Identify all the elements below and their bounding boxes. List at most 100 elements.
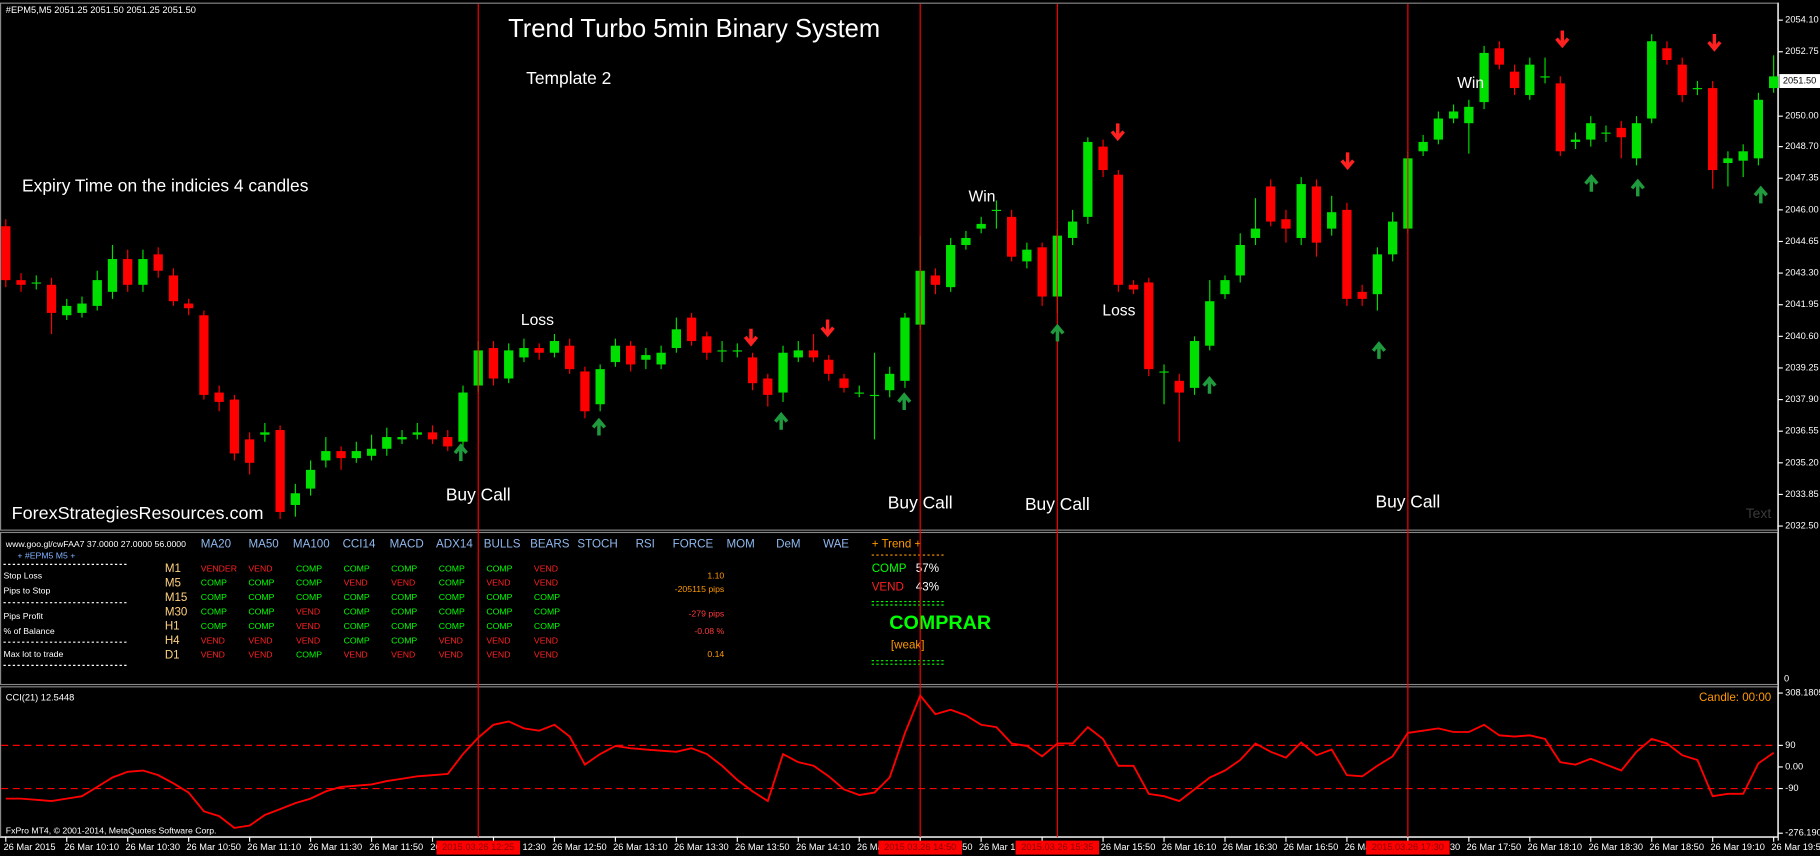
candle-body [382,437,392,449]
buy-arrow [1584,173,1599,192]
signal: COMP [486,563,512,573]
candle-body [1113,174,1123,285]
current-price-box [1779,74,1820,89]
panel-scale: 0 [1784,674,1789,684]
signal: VEND [344,650,368,660]
candle-body [321,451,331,461]
candle-body [1448,111,1459,119]
candle-body [214,392,224,402]
side-value: -279 pips [689,609,725,619]
x-tick-label: 26 Mar 12:50 [552,842,607,852]
side-value: -205115 pips [675,584,725,594]
candle-body [31,282,41,284]
candle-body [305,469,316,489]
candle-body [1616,127,1626,138]
candle-body [77,303,87,313]
signal: COMP [391,592,417,602]
candle-body [854,392,864,394]
y-tick-label: 2052.75 [1785,46,1819,56]
y-tick-label: 2039.25 [1785,362,1819,372]
signal: VEND [534,578,558,588]
signal: COMP [344,635,370,645]
y-tick-label: -276.1905 [1785,828,1820,838]
y-tick-label: 2033.85 [1785,489,1819,499]
y-tick-label: 2048.70 [1785,141,1819,151]
candle-body [1555,83,1565,152]
candle-body [488,348,499,379]
signal: COMP [534,607,560,617]
candle-body [1647,41,1657,119]
trend-label: VEND [872,581,904,594]
candle-body [1570,139,1581,142]
column-header: FORCE [673,538,714,551]
candle-body [1586,123,1596,140]
buy-arrow [1630,178,1645,197]
candle-body [1083,141,1093,217]
candle-body [793,350,803,358]
x-tick-label: 26 Mar 13:50 [735,842,790,852]
y-tick-label: 2032.50 [1785,521,1819,531]
candle-body [1464,106,1474,124]
candle-body [641,355,651,360]
candle-body [153,254,163,271]
y-tick-label: 2041.95 [1785,299,1819,309]
x-tick-label: 26 Mar 11:30 [308,842,362,852]
candle-body [504,350,514,379]
candle-body [366,448,377,456]
candle-body [1281,219,1291,229]
x-tick-label: 26 Mar 2015 [3,842,55,852]
candle-body [930,275,941,285]
candle-body [290,493,300,505]
candle-body [1631,123,1642,159]
marker-annotation: Buy Call [446,484,511,504]
timeframe: M1 [165,562,181,575]
candle-body [1067,221,1078,238]
x-tick-label: 26 Mar 10:50 [186,842,241,852]
x-tick-label: 26 Mar 11:50 [369,842,423,852]
candle-body [458,392,468,442]
signal: COMP [486,621,512,631]
candle-body [1250,228,1261,238]
candle-body [1433,118,1444,140]
signal: VEND [486,635,510,645]
candle-body [244,439,255,463]
candle-body [656,352,666,365]
signal: COMP [439,607,465,617]
x-tick-label: 26 Mar 16:10 [1162,842,1217,852]
marker-time-label: 2015.03.26 17:30 [1372,842,1444,852]
candle-body [260,432,270,435]
annotation: Loss [521,312,554,329]
candle-body [184,303,194,309]
candle-body [885,373,895,391]
chart-title: Trend Turbo 5min Binary System [508,15,880,43]
column-header: RSI [636,538,655,551]
signal: COMP [391,607,417,617]
overlay: #EPM5,M5 2051.25 2051.50 2051.25 2051.50… [3,3,1820,855]
signal: COMP [248,621,274,631]
candle-body [732,350,742,352]
symbol-header: #EPM5,M5 2051.25 2051.50 2051.25 2051.50 [6,5,196,15]
footer: FxPro MT4, © 2001-2014, MetaQuotes Softw… [6,826,217,836]
signal: VEND [534,563,558,573]
y-tick-label: 2043.30 [1785,268,1819,278]
x-tick-label: 26 Mar 19:10 [1710,842,1765,852]
x-tick-label: 26 Mar 15:50 [1101,842,1156,852]
y-tick-label: 90 [1785,740,1795,750]
candle-body [1235,244,1245,276]
column-header: WAE [823,538,849,551]
marker-time-box [878,840,962,855]
signal: COMP [201,578,227,588]
y-tick-label: 308.1805 [1785,688,1820,698]
x-tick-label: 26 Mar 16:30 [1223,842,1278,852]
annotation: Loss [1102,302,1135,319]
timeframe: M5 [165,576,181,589]
candle-body [625,345,636,365]
buy-arrow [453,443,468,462]
signal: VEND [391,650,415,660]
signal: COMP [391,621,417,631]
candle-body [717,350,727,352]
signal: COMP [486,592,512,602]
candle-body [778,352,788,393]
signal: VEND [534,635,558,645]
candle-body [1708,88,1718,171]
